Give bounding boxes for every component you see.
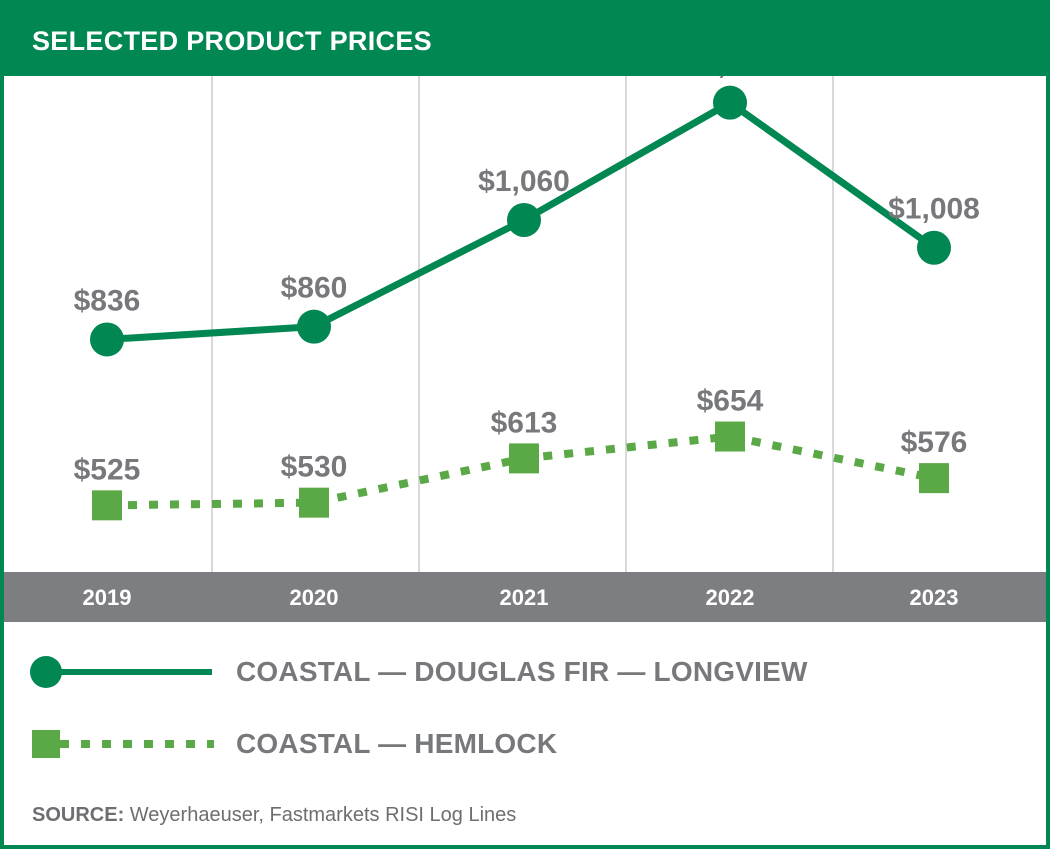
source-note: SOURCE: Weyerhaeuser, Fastmarkets RISI L… (32, 804, 516, 827)
x-tick-label-2019: 2019 (83, 585, 132, 610)
source-prefix: SOURCE: (32, 804, 125, 826)
data-label-douglas-fir-2019: $836 (74, 284, 141, 317)
x-tick-label-2022: 2022 (706, 585, 755, 610)
point-hemlock-2019 (92, 490, 122, 521)
data-label-douglas-fir-2021: $1,060 (478, 165, 570, 198)
data-label-hemlock-2023: $576 (901, 426, 968, 459)
x-tick-label-2023: 2023 (910, 585, 959, 610)
legend-hemlock-label: COASTAL — HEMLOCK (236, 728, 558, 759)
x-tick-label-2020: 2020 (290, 585, 339, 610)
point-douglas-fir-2021 (507, 203, 541, 237)
data-label-douglas-fir-2020: $860 (281, 272, 348, 305)
point-douglas-fir-2020 (297, 309, 331, 344)
legend-hemlock-square-icon (32, 730, 60, 758)
legend-item-fir: COASTAL — DOUGLAS FIR — LONGVIEW (4, 652, 1046, 692)
chart-title: SELECTED PRODUCT PRICES (32, 26, 432, 56)
data-label-douglas-fir-2022: $1,280 (684, 76, 776, 81)
legend-fir-swatch (30, 656, 212, 688)
legend-fir-label: COASTAL — DOUGLAS FIR — LONGVIEW (236, 656, 808, 687)
data-label-hemlock-2019: $525 (74, 453, 141, 486)
title-bar: SELECTED PRODUCT PRICES (4, 4, 1046, 76)
point-douglas-fir-2019 (90, 322, 124, 357)
point-hemlock-2022 (715, 421, 745, 452)
line-chart: 2019 2020 2021 2022 2023 $836 $860 $1,060 $1,280… (4, 76, 1046, 622)
point-douglas-fir-2023 (917, 230, 951, 265)
source-text: Weyerhaeuser, Fastmarkets RISI Log Lines (124, 804, 517, 826)
data-label-hemlock-2020: $530 (281, 451, 348, 484)
legend-item-hemlock: COASTAL — HEMLOCK (4, 724, 1046, 764)
point-hemlock-2021 (509, 443, 539, 474)
data-label-hemlock-2022: $654 (697, 385, 764, 418)
data-label-hemlock-2021: $613 (491, 406, 558, 439)
legend-fir-circle-icon (30, 656, 62, 688)
legend-hemlock-swatch (32, 730, 214, 758)
point-douglas-fir-2022 (713, 85, 747, 120)
x-tick-label-2021: 2021 (500, 585, 549, 610)
data-label-douglas-fir-2023: $1,008 (888, 193, 980, 226)
x-axis-band (4, 572, 1046, 622)
point-hemlock-2020 (299, 487, 329, 518)
point-hemlock-2023 (919, 463, 949, 494)
